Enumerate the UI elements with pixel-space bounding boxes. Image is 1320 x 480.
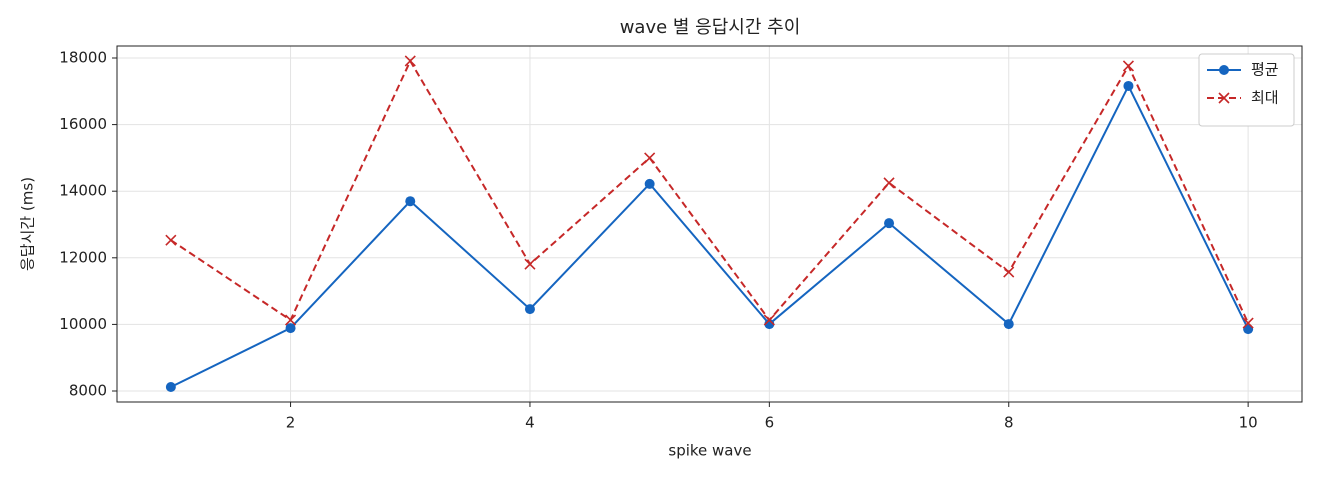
y-tick-label: 10000	[59, 315, 107, 333]
y-axis-label: 응답시간 (ms)	[19, 177, 37, 271]
marker	[165, 234, 177, 246]
legend-marker	[1218, 92, 1230, 104]
marker	[284, 314, 297, 326]
chart-title: wave 별 응답시간 추이	[620, 17, 801, 38]
marker	[1123, 80, 1134, 91]
x-tick-label: 4	[525, 414, 535, 432]
x-axis-label: spike wave	[668, 442, 751, 460]
x-tick-label: 2	[286, 414, 296, 432]
marker	[165, 382, 176, 393]
marker	[285, 323, 296, 334]
marker	[644, 178, 655, 189]
marker	[884, 218, 895, 229]
x-tick-label: 10	[1239, 414, 1258, 432]
y-tick-label: 16000	[59, 115, 107, 133]
y-tick-label: 14000	[59, 182, 107, 200]
marker	[404, 55, 416, 67]
y-tick-label: 12000	[59, 248, 107, 266]
x-tick-label: 8	[1004, 414, 1014, 432]
legend-label: 최대	[1251, 89, 1279, 107]
legend-box	[1198, 53, 1295, 127]
y-tick-label: 8000	[69, 382, 107, 400]
series-line	[170, 58, 1250, 324]
legend-label: 평균	[1251, 61, 1279, 79]
marker	[1003, 319, 1014, 330]
series-line	[170, 83, 1250, 388]
marker	[1242, 317, 1254, 329]
marker	[524, 304, 535, 315]
plot-frame	[116, 45, 1303, 403]
marker	[1122, 60, 1135, 72]
y-tick-label: 18000	[59, 48, 107, 66]
legend-marker	[1219, 65, 1229, 75]
marker	[883, 177, 895, 189]
x-tick-label: 6	[765, 414, 775, 432]
marker	[763, 314, 775, 326]
marker	[644, 152, 656, 164]
marker	[524, 258, 536, 270]
marker	[405, 196, 416, 207]
marker	[1003, 266, 1015, 278]
